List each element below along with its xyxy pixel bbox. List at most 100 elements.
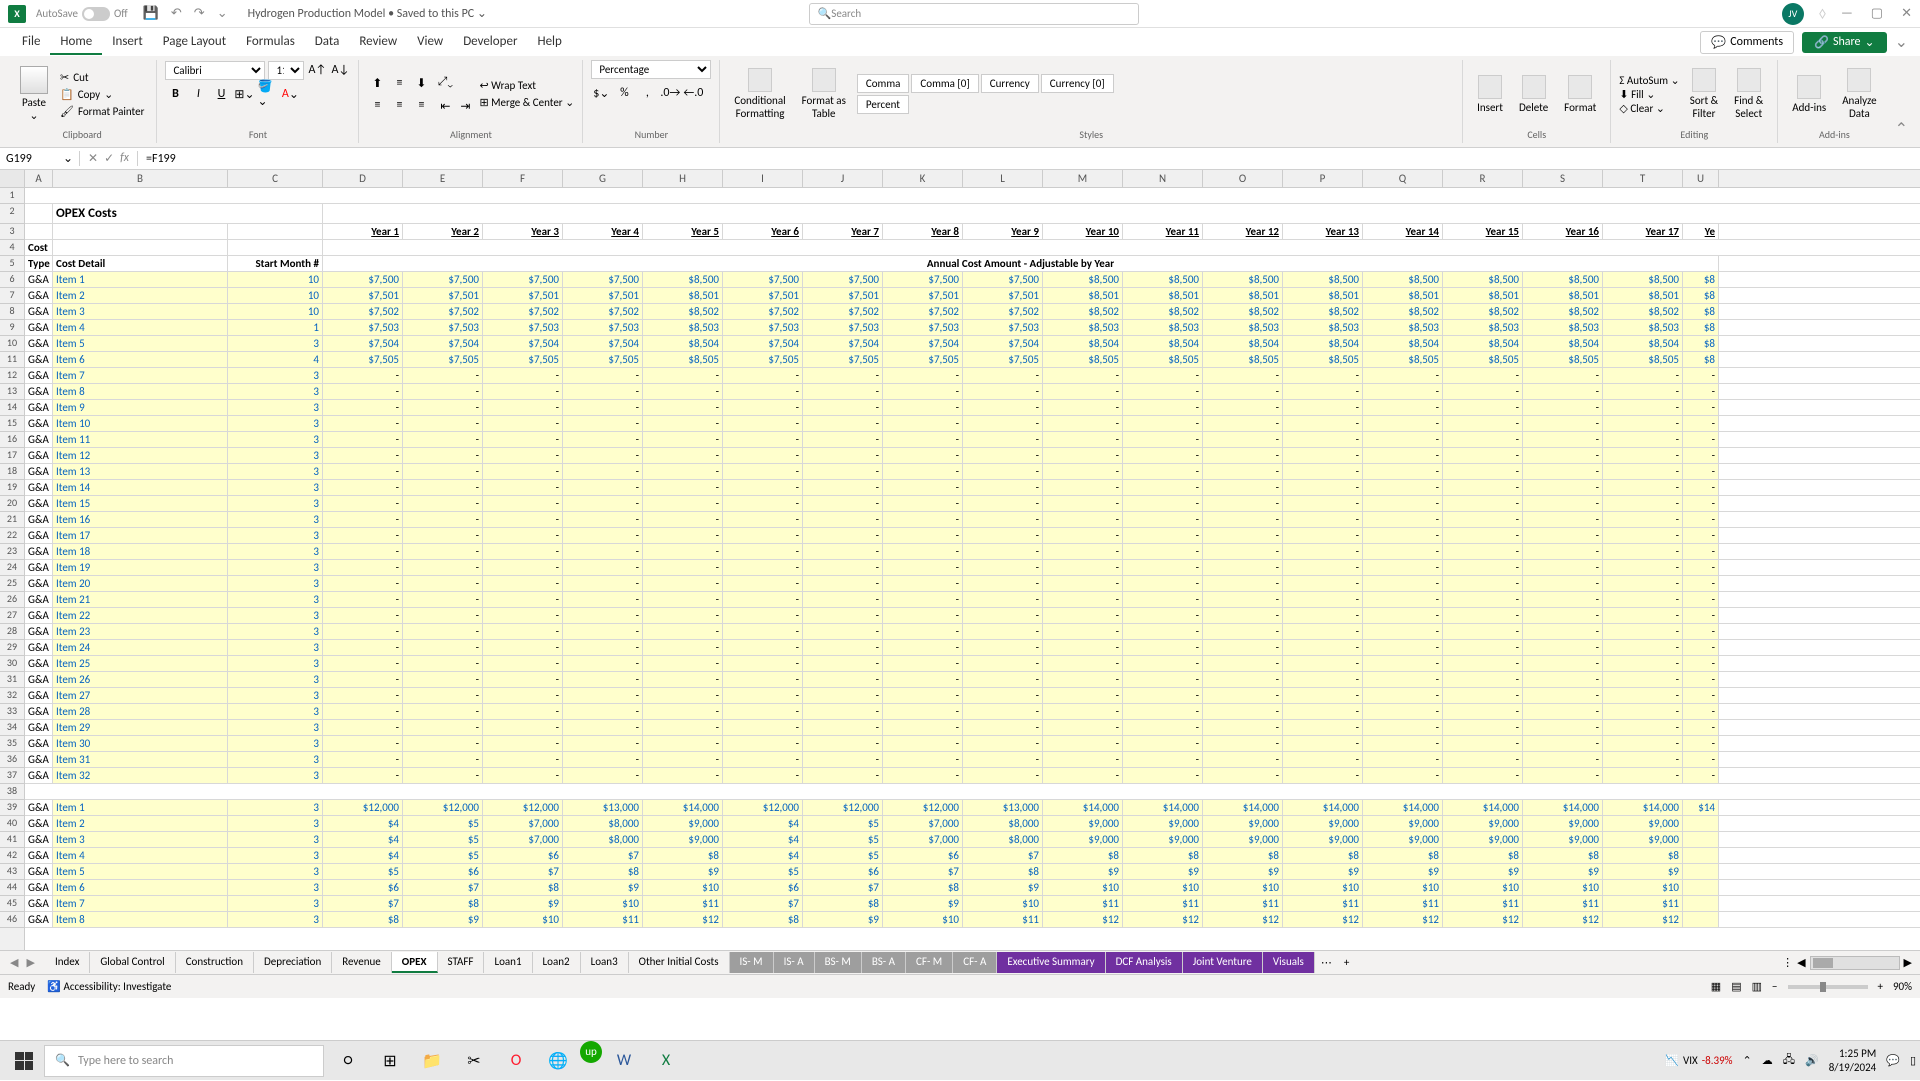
cell[interactable]: $8 <box>963 864 1043 879</box>
cell[interactable]: $7,504 <box>803 336 883 351</box>
cell[interactable]: Cost Detail <box>53 256 228 271</box>
cell[interactable]: G&A <box>25 608 53 623</box>
cell[interactable]: $12 <box>1043 912 1123 927</box>
cell[interactable]: - <box>883 720 963 735</box>
cell[interactable]: G&A <box>25 640 53 655</box>
cell[interactable]: $8,504 <box>643 336 723 351</box>
cell[interactable]: $8,505 <box>1523 352 1603 367</box>
cell[interactable]: - <box>1363 384 1443 399</box>
cell[interactable] <box>1683 848 1719 863</box>
minimize-icon[interactable]: — <box>1841 6 1853 21</box>
cell[interactable]: G&A <box>25 304 53 319</box>
cell[interactable]: $7,500 <box>883 272 963 287</box>
cell[interactable]: $8,505 <box>643 352 723 367</box>
cell[interactable]: Year 9 <box>963 224 1043 239</box>
cell[interactable]: - <box>1203 640 1283 655</box>
font-color-icon[interactable]: A⌄ <box>280 84 300 104</box>
cell[interactable]: $8,501 <box>643 288 723 303</box>
cell[interactable]: - <box>563 512 643 527</box>
cell[interactable]: $9,000 <box>1523 816 1603 831</box>
cell[interactable]: - <box>883 592 963 607</box>
cell[interactable]: - <box>883 416 963 431</box>
row-header[interactable]: 7 <box>0 288 24 304</box>
cell[interactable]: $12 <box>1123 912 1203 927</box>
cell[interactable]: $9,000 <box>1203 816 1283 831</box>
menu-help[interactable]: Help <box>527 30 571 55</box>
maximize-icon[interactable]: ▢ <box>1871 6 1883 21</box>
cell[interactable]: - <box>1043 512 1123 527</box>
cell[interactable]: - <box>723 416 803 431</box>
cell[interactable]: - <box>483 448 563 463</box>
cell[interactable]: - <box>1203 464 1283 479</box>
cell[interactable]: $7,501 <box>323 288 403 303</box>
cell[interactable]: 3 <box>228 496 323 511</box>
cell[interactable]: Item 2 <box>53 288 228 303</box>
cell[interactable]: $5 <box>403 816 483 831</box>
cell[interactable]: - <box>883 384 963 399</box>
cell[interactable]: - <box>1523 720 1603 735</box>
cell[interactable]: $4 <box>723 832 803 847</box>
cell[interactable]: - <box>563 704 643 719</box>
row-header[interactable]: 21 <box>0 512 24 528</box>
cell[interactable]: - <box>1123 688 1203 703</box>
cell[interactable]: - <box>563 368 643 383</box>
cell[interactable]: $8 <box>1603 848 1683 863</box>
cell[interactable]: $9,000 <box>1443 816 1523 831</box>
col-header-E[interactable]: E <box>403 170 483 187</box>
cell[interactable]: - <box>643 400 723 415</box>
cell[interactable]: - <box>483 768 563 783</box>
cell[interactable]: Year 10 <box>1043 224 1123 239</box>
cell[interactable]: - <box>883 560 963 575</box>
cell[interactable]: $8 <box>1123 848 1203 863</box>
cell[interactable]: $8,504 <box>1603 336 1683 351</box>
cell[interactable]: G&A <box>25 656 53 671</box>
cell[interactable]: $9 <box>483 896 563 911</box>
cell[interactable]: - <box>1123 368 1203 383</box>
cell[interactable]: $9,000 <box>1123 816 1203 831</box>
cell[interactable] <box>1683 864 1719 879</box>
menu-data[interactable]: Data <box>305 30 350 55</box>
cell[interactable]: $8 <box>1363 848 1443 863</box>
cell[interactable]: G&A <box>25 864 53 879</box>
cell[interactable]: Item 28 <box>53 704 228 719</box>
cell[interactable]: G&A <box>25 400 53 415</box>
cell[interactable]: - <box>723 624 803 639</box>
cell[interactable]: $14,000 <box>1043 800 1123 815</box>
cell[interactable]: $8,505 <box>1363 352 1443 367</box>
coming-soon-icon[interactable]: ⬨ <box>1819 4 1826 23</box>
cell[interactable]: $8,000 <box>563 816 643 831</box>
row-header[interactable]: 41 <box>0 832 24 848</box>
cell[interactable]: - <box>723 656 803 671</box>
cell[interactable]: - <box>803 672 883 687</box>
cell[interactable]: - <box>1283 512 1363 527</box>
cell[interactable]: - <box>1043 480 1123 495</box>
cell[interactable]: - <box>403 720 483 735</box>
cell[interactable]: - <box>643 640 723 655</box>
cell[interactable]: Item 25 <box>53 656 228 671</box>
cell[interactable]: - <box>1043 544 1123 559</box>
cell[interactable]: - <box>1043 688 1123 703</box>
cell[interactable]: - <box>323 576 403 591</box>
cell[interactable]: - <box>403 432 483 447</box>
scrollbar-thumb[interactable] <box>1813 958 1833 968</box>
cell[interactable]: $11 <box>1283 896 1363 911</box>
cell[interactable]: - <box>1443 704 1523 719</box>
cell[interactable]: - <box>643 592 723 607</box>
decrease-decimal-icon[interactable]: ←.0 <box>683 83 703 103</box>
vix-widget[interactable]: 📉 VIX -8.39% <box>1665 1054 1732 1067</box>
cell[interactable]: - <box>1043 624 1123 639</box>
cell[interactable]: - <box>1043 704 1123 719</box>
cell[interactable]: - <box>563 528 643 543</box>
col-header-D[interactable]: D <box>323 170 403 187</box>
cell[interactable]: $7 <box>403 880 483 895</box>
cell[interactable]: $8,000 <box>963 832 1043 847</box>
cell[interactable]: $10 <box>883 912 963 927</box>
cell[interactable]: - <box>883 496 963 511</box>
cell[interactable]: - <box>323 480 403 495</box>
tab-nav-next-icon[interactable]: ▶ <box>26 956 34 969</box>
cell[interactable]: - <box>1683 576 1719 591</box>
cell[interactable]: $9 <box>883 896 963 911</box>
cell[interactable]: - <box>1523 480 1603 495</box>
cell[interactable]: 10 <box>228 272 323 287</box>
cell[interactable]: - <box>563 560 643 575</box>
